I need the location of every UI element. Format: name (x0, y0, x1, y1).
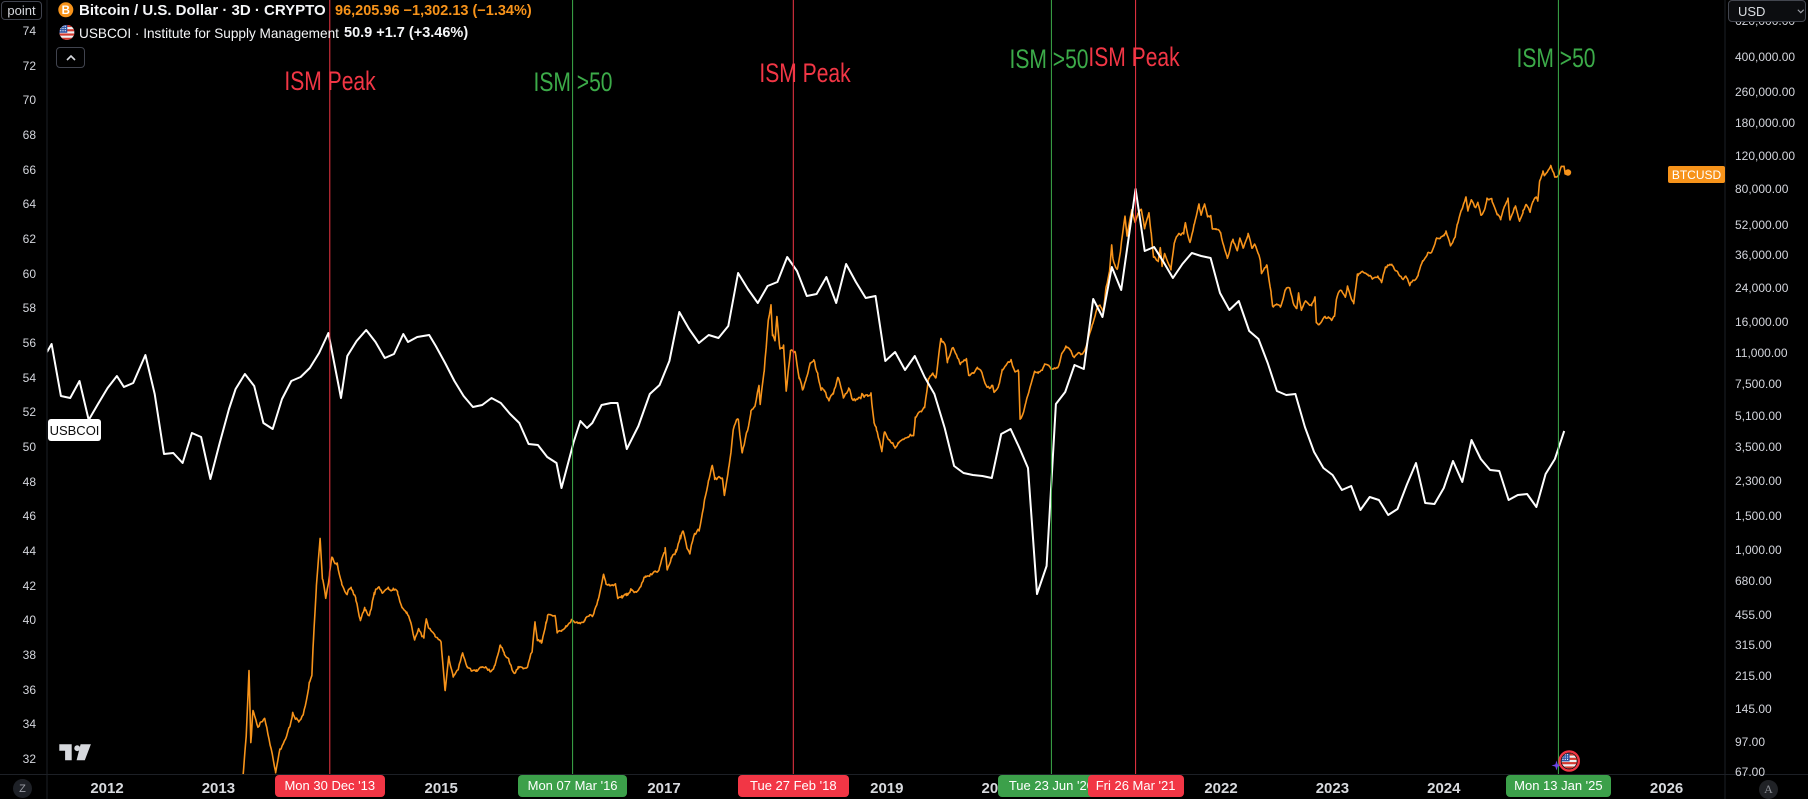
svg-text:B: B (62, 5, 70, 17)
